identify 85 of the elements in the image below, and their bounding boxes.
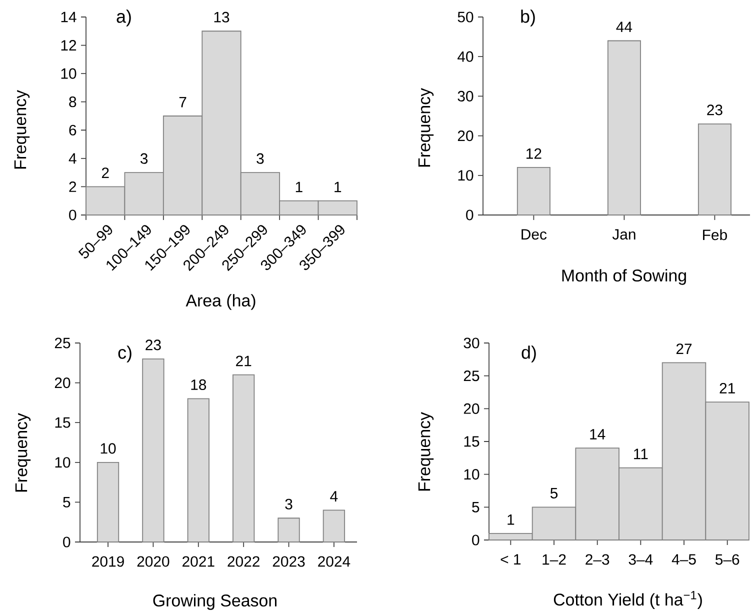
y-tick-label: 40 [458, 51, 474, 62]
data-label: 21 [236, 356, 252, 366]
x-tick-label: 3–4 [628, 554, 653, 565]
data-label: 3 [256, 153, 264, 164]
x-tick-label: 1–2 [542, 554, 566, 565]
data-label: 5 [550, 488, 558, 498]
y-axis-title: Frequency [15, 413, 31, 492]
bar [96, 462, 120, 542]
y-tick-label: 10 [55, 457, 70, 468]
data-label: 2 [102, 168, 109, 178]
data-label: 23 [146, 340, 161, 350]
x-tick-label: 2019 [92, 556, 124, 567]
y-tick-label: 10 [61, 68, 76, 79]
bar [232, 374, 255, 542]
x-tick-label: 2–3 [586, 554, 610, 565]
chart-title: d) [522, 346, 536, 362]
x-axis-title: Cotton Yield (t ha$^{−1}$) [554, 591, 702, 609]
data-label: 44 [616, 22, 632, 32]
y-tick-label: 5 [472, 502, 480, 512]
data-label: 3 [140, 153, 148, 164]
bar [607, 40, 641, 216]
bar [322, 510, 346, 542]
bar [278, 518, 300, 542]
data-label: 1 [508, 514, 514, 525]
y-tick-label: 4 [68, 153, 76, 164]
x-axis-title: Month of Sowing [562, 269, 686, 285]
x-tick-label: 2024 [318, 556, 350, 567]
x-tick-label: 2023 [272, 556, 305, 567]
data-label: 11 [634, 448, 648, 460]
data-label: 7 [179, 97, 186, 108]
y-tick-label: 8 [69, 96, 76, 108]
x-tick-label: 2021 [182, 556, 214, 567]
y-tick-label: 25 [464, 370, 480, 382]
y-tick-label: 15 [55, 417, 70, 428]
y-tick-label: 0 [69, 210, 76, 220]
y-tick-label: 6 [69, 124, 76, 136]
y-tick-label: 0 [63, 536, 70, 548]
y-tick-label: 25 [54, 338, 70, 348]
y-tick-label: 14 [61, 12, 76, 22]
chart-title: b) [521, 10, 535, 26]
x-tick-label: Jan [612, 229, 636, 240]
chart-title: c) [118, 346, 132, 362]
y-tick-label: 20 [464, 403, 480, 414]
data-label: 13 [214, 12, 230, 22]
y-tick-label: 0 [472, 534, 480, 546]
y-axis-title: Frequency [418, 88, 434, 167]
data-label: 12 [526, 148, 542, 159]
data-label: 3 [285, 498, 292, 510]
y-axis-title: Frequency [418, 412, 434, 491]
x-tick-label: Dec [522, 229, 547, 240]
data-label: 14 [590, 429, 606, 440]
chart-title: a) [116, 10, 131, 26]
bar [516, 167, 550, 216]
y-tick-label: 30 [464, 338, 480, 348]
x-axis-title: Growing Season [153, 594, 276, 610]
data-label: 1 [334, 182, 342, 192]
bar [698, 123, 732, 216]
y-axis-title: Frequency [14, 90, 30, 169]
data-label: 1 [296, 182, 302, 192]
y-tick-label: 5 [63, 496, 70, 508]
data-label: 4 [330, 491, 338, 502]
data-label: 21 [720, 382, 735, 394]
bar [142, 358, 164, 542]
y-tick-label: 0 [466, 210, 474, 220]
bar [187, 398, 210, 542]
y-tick-label: 20 [458, 130, 474, 142]
y-tick-label: 15 [464, 436, 480, 447]
data-label: 10 [100, 443, 116, 454]
data-label: 23 [707, 104, 722, 116]
x-tick-label: < 1 [500, 554, 521, 564]
x-tick-label: 2022 [228, 556, 260, 567]
x-tick-label: 5–6 [715, 554, 740, 565]
data-label: 27 [676, 344, 692, 354]
x-axis-title: Area (ha) [186, 294, 256, 310]
y-tick-label: 12 [61, 40, 76, 50]
y-tick-label: 10 [464, 469, 480, 480]
x-tick-label: 2020 [137, 556, 170, 567]
y-tick-label: 30 [458, 90, 474, 102]
y-tick-label: 10 [458, 170, 474, 181]
y-tick-label: 2 [69, 181, 76, 192]
x-tick-label: Feb [703, 229, 727, 240]
x-tick-label: 4–5 [672, 554, 696, 565]
y-tick-label: 20 [54, 378, 70, 388]
y-tick-label: 50 [458, 12, 474, 22]
data-label: 18 [191, 379, 206, 390]
